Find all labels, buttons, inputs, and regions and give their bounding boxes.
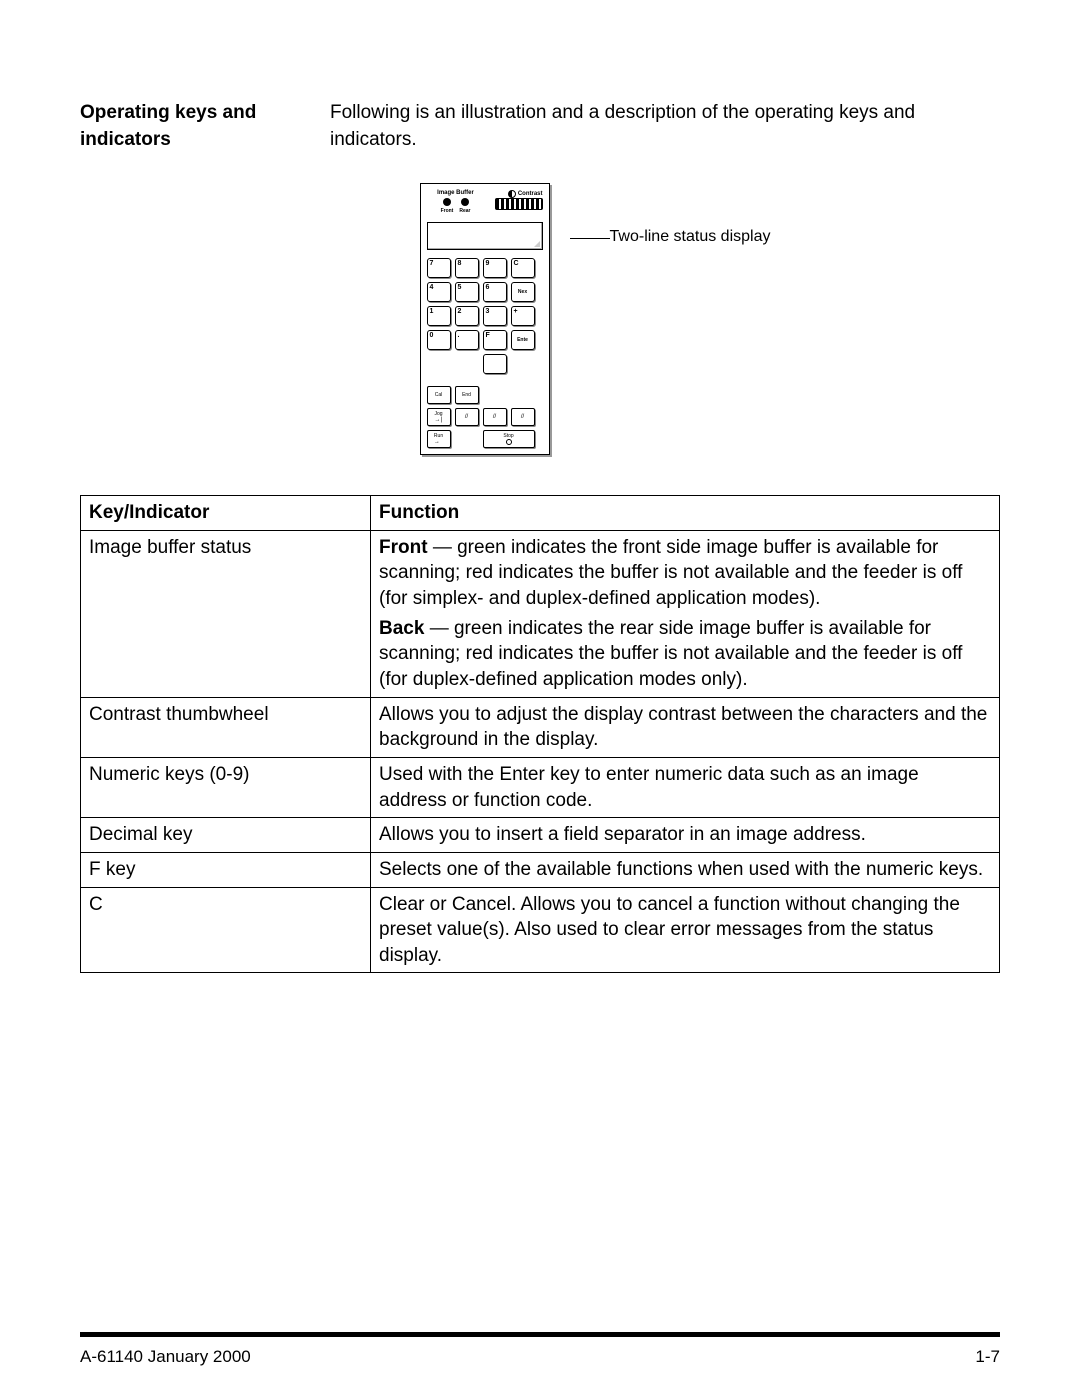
footer-rule: [80, 1332, 1000, 1337]
key-f: F: [483, 330, 507, 350]
skip-fwd2-icon: //: [511, 408, 535, 426]
key-9: 9: [483, 258, 507, 278]
key-decimal: .: [455, 330, 479, 350]
key-1: 1: [427, 306, 451, 326]
footer-doc-id: A-61140 January 2000: [80, 1347, 251, 1367]
table-cell-function: Used with the Enter key to enter numeric…: [371, 757, 1000, 817]
rear-led-icon: [461, 198, 469, 206]
footer-page-number: 1-7: [975, 1347, 1000, 1367]
table-row: Decimal keyAllows you to insert a field …: [81, 818, 1000, 853]
contrast-icon: [508, 190, 516, 198]
image-buffer-label: Image Buffer: [427, 190, 485, 196]
key-0: 0: [427, 330, 451, 350]
key-3: 3: [483, 306, 507, 326]
table-header-key: Key/Indicator: [81, 496, 371, 531]
table-cell-key: Decimal key: [81, 818, 371, 853]
key-next: Nex: [511, 282, 535, 302]
table-header-function: Function: [371, 496, 1000, 531]
function-table: Key/Indicator Function Image buffer stat…: [80, 495, 1000, 973]
table-cell-function: Clear or Cancel. Allows you to cancel a …: [371, 887, 1000, 973]
table-cell-key: Contrast thumbwheel: [81, 697, 371, 757]
table-cell-key: F key: [81, 852, 371, 887]
key-2: 2: [455, 306, 479, 326]
key-jog: Jog →|: [427, 408, 451, 426]
contrast-label: Contrast: [518, 191, 543, 197]
table-cell-function: Allows you to insert a field separator i…: [371, 818, 1000, 853]
table-cell-key: Image buffer status: [81, 530, 371, 697]
section-description: Following is an illustration and a descr…: [330, 100, 1000, 153]
key-blank: [483, 354, 507, 374]
table-cell-function: Selects one of the available functions w…: [371, 852, 1000, 887]
skip-back-icon: //: [455, 408, 479, 426]
callout-line-icon: [570, 238, 610, 246]
table-row: Numeric keys (0-9)Used with the Enter ke…: [81, 757, 1000, 817]
key-plus: +: [511, 306, 535, 326]
stop-icon: [506, 439, 512, 445]
key-end: End: [455, 386, 479, 404]
section-title: Operating keys and indicators: [80, 100, 290, 153]
table-cell-function: Front — green indicates the front side i…: [371, 530, 1000, 697]
table-row: F keySelects one of the available functi…: [81, 852, 1000, 887]
key-4: 4: [427, 282, 451, 302]
table-row: CClear or Cancel. Allows you to cancel a…: [81, 887, 1000, 973]
device-illustration: Image Buffer Front Rear Contrast: [420, 183, 550, 455]
key-enter: Ente: [511, 330, 535, 350]
key-7: 7: [427, 258, 451, 278]
table-cell-key: Numeric keys (0-9): [81, 757, 371, 817]
table-row: Contrast thumbwheelAllows you to adjust …: [81, 697, 1000, 757]
key-c: C: [511, 258, 535, 278]
table-cell-key: C: [81, 887, 371, 973]
key-stop: Stop: [483, 430, 535, 448]
callout-status-display: Two-line status display: [610, 228, 771, 246]
status-display-icon: [427, 222, 543, 250]
skip-fwd-icon: //: [483, 408, 507, 426]
key-8: 8: [455, 258, 479, 278]
table-row: Image buffer statusFront — green indicat…: [81, 530, 1000, 697]
key-6: 6: [483, 282, 507, 302]
key-cal: Cal: [427, 386, 451, 404]
key-run: Run →: [427, 430, 451, 448]
table-cell-function: Allows you to adjust the display contras…: [371, 697, 1000, 757]
front-led-label: Front: [441, 208, 454, 214]
key-5: 5: [455, 282, 479, 302]
numeric-keypad: 7 8 9 C 4 5 6 Nex 1 2 3 + 0 . F Ente: [427, 258, 543, 374]
contrast-thumbwheel-icon: [495, 198, 543, 210]
rear-led-label: Rear: [459, 208, 470, 214]
front-led-icon: [443, 198, 451, 206]
